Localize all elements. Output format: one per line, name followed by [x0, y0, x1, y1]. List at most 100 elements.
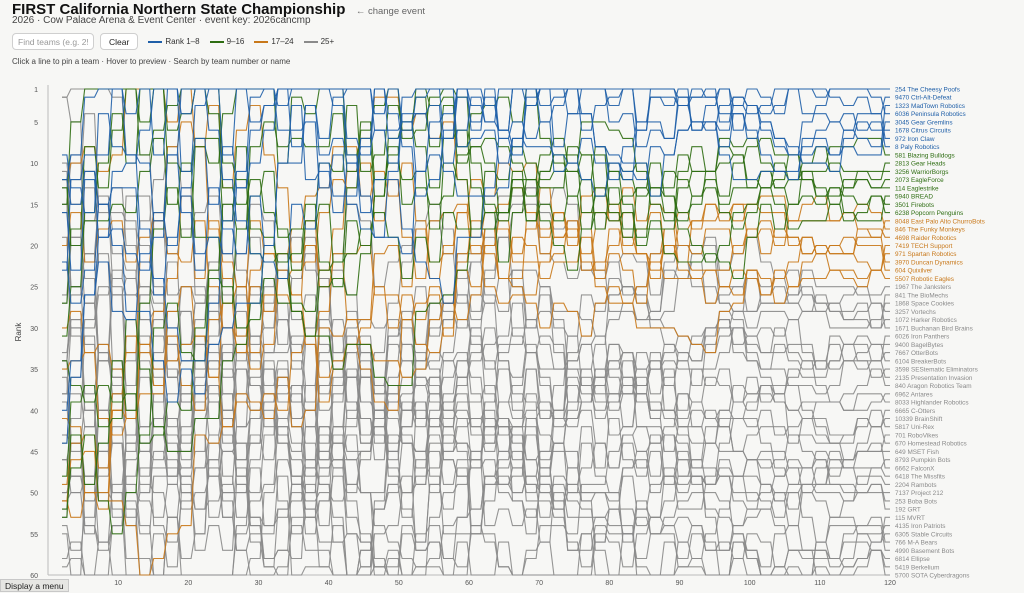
team-label-rank-30[interactable]: 1671 Buchanan Bird Brains [895, 325, 973, 332]
team-label-rank-24[interactable]: 5507 Robotic Eagles [895, 276, 954, 283]
team-label-rank-19[interactable]: 4698 Raider Robotics [895, 235, 956, 242]
x-tick-label: 30 [255, 580, 263, 587]
team-label-rank-32[interactable]: 9400 BagelBytes [895, 342, 943, 349]
series-line-rank-12[interactable] [62, 121, 890, 477]
team-label-rank-46[interactable]: 8793 Pumpkin Bots [895, 457, 950, 464]
series-line-rank-1[interactable] [62, 88, 890, 296]
series-line-rank-27[interactable] [62, 203, 890, 444]
series-line-rank-44[interactable] [62, 244, 890, 568]
series-line-rank-7[interactable] [62, 88, 890, 444]
team-label-rank-6[interactable]: 1678 Citrus Circuits [895, 128, 951, 135]
team-label-rank-3[interactable]: 1323 MadTown Robotics [895, 103, 965, 110]
team-label-rank-34[interactable]: 6104 BreakerBots [895, 358, 946, 365]
series-line-rank-3[interactable] [62, 88, 890, 411]
series-line-rank-50[interactable] [62, 319, 890, 576]
team-label-rank-22[interactable]: 3970 Duncan Dynamics [895, 259, 963, 266]
team-label-rank-57[interactable]: 4990 Basement Bots [895, 548, 954, 555]
change-event-link[interactable]: ← change event [355, 6, 425, 17]
team-label-rank-52[interactable]: 192 GRT [895, 507, 921, 514]
team-label-rank-45[interactable]: 649 MSET Fish [895, 449, 939, 456]
team-label-rank-43[interactable]: 701 RoboVikes [895, 432, 938, 439]
team-label-rank-51[interactable]: 253 Boba Bots [895, 498, 937, 505]
team-label-rank-9[interactable]: 581 Blazing Bulldogs [895, 152, 955, 159]
team-label-rank-7[interactable]: 972 Iron Claw [895, 136, 935, 143]
series-line-rank-23[interactable] [62, 162, 890, 370]
team-label-rank-23[interactable]: 604 Quixilver [895, 268, 933, 275]
team-label-rank-36[interactable]: 2135 Presentation Invasion [895, 375, 973, 382]
series-line-rank-4[interactable] [62, 88, 890, 271]
team-label-rank-25[interactable]: 1967 The Janksters [895, 284, 951, 291]
team-label-rank-39[interactable]: 8033 Highlander Robotics [895, 400, 969, 407]
team-label-rank-60[interactable]: 5700 SOTA Cyberdragons [895, 573, 969, 580]
series-line-rank-31[interactable] [62, 236, 890, 494]
team-search-input[interactable] [12, 33, 94, 50]
clear-button[interactable]: Clear [100, 33, 139, 50]
team-label-rank-53[interactable]: 115 MVRT [895, 515, 925, 522]
series-line-rank-48[interactable] [62, 327, 890, 576]
series-line-rank-60[interactable] [62, 434, 890, 576]
series-line-rank-11[interactable] [62, 113, 890, 444]
team-label-rank-41[interactable]: 10339 BrainShift [895, 416, 942, 423]
team-label-rank-38[interactable]: 6962 Antares [895, 391, 933, 398]
series-line-rank-40[interactable] [62, 269, 890, 518]
team-label-rank-27[interactable]: 1868 Space Cookies [895, 301, 954, 308]
series-line-rank-36[interactable] [62, 179, 890, 551]
team-label-rank-42[interactable]: 5817 Uni-Rex [895, 424, 935, 431]
team-label-rank-1[interactable]: 254 The Cheesy Poofs [895, 87, 960, 94]
series-line-rank-55[interactable] [62, 319, 890, 576]
team-label-rank-2[interactable]: 9470 Ctrl-Alt-Defeat [895, 95, 952, 102]
team-label-rank-13[interactable]: 114 Eaglestrike [895, 185, 939, 192]
team-label-rank-55[interactable]: 6305 Stable Circuits [895, 531, 952, 538]
series-line-rank-39[interactable] [62, 269, 890, 461]
team-label-rank-28[interactable]: 3257 Vortechs [895, 309, 936, 316]
series-line-rank-29[interactable] [62, 203, 890, 444]
team-label-rank-40[interactable]: 6665 C-Otters [895, 408, 935, 415]
team-label-rank-47[interactable]: 6662 FalconX [895, 465, 935, 472]
series-line-rank-37[interactable] [62, 352, 890, 576]
series-line-rank-33[interactable] [62, 310, 890, 518]
team-label-rank-4[interactable]: 6036 Peninsula Robotics [895, 111, 966, 118]
series-line-rank-2[interactable] [62, 88, 890, 280]
team-label-rank-33[interactable]: 7667 OtterBots [895, 350, 938, 357]
team-label-rank-54[interactable]: 4135 Iron Patriots [895, 523, 945, 530]
team-label-rank-14[interactable]: 5940 BREAD [895, 194, 933, 201]
team-label-rank-21[interactable]: 971 Spartan Robotics [895, 251, 956, 258]
team-label-rank-31[interactable]: 6026 Iron Panthers [895, 334, 949, 341]
team-label-rank-18[interactable]: 846 The Funky Monkeys [895, 227, 965, 234]
team-label-rank-16[interactable]: 6238 Popcorn Penguins [895, 210, 963, 217]
series-line-rank-49[interactable] [62, 170, 890, 576]
team-label-rank-8[interactable]: 8 Paly Robotics [895, 144, 939, 151]
display-menu-button[interactable]: Display a menu [0, 579, 69, 592]
team-label-rank-44[interactable]: 670 Homestead Robotics [895, 441, 967, 448]
series-line-rank-35[interactable] [62, 236, 890, 576]
team-label-rank-5[interactable]: 3045 Gear Gremlins [895, 119, 953, 126]
team-label-rank-59[interactable]: 5419 Berkelium [895, 564, 939, 571]
team-label-rank-11[interactable]: 3256 WarriorBorgs [895, 169, 948, 176]
series-line-rank-38[interactable] [62, 88, 890, 485]
series-line-rank-24[interactable] [62, 195, 890, 436]
team-label-rank-20[interactable]: 7419 TECH Support [895, 243, 953, 250]
team-label-rank-50[interactable]: 7137 Project 212 [895, 490, 944, 497]
team-label-rank-26[interactable]: 841 The BioMechs [895, 292, 948, 299]
series-line-rank-54[interactable] [62, 253, 890, 576]
team-label-rank-17[interactable]: 8048 East Palo Alto ChurroBots [895, 218, 985, 225]
team-label-rank-29[interactable]: 1072 Harker Robotics [895, 317, 957, 324]
series-line-rank-59[interactable] [62, 417, 890, 576]
series-line-rank-8[interactable] [62, 88, 890, 271]
series-line-rank-42[interactable] [62, 319, 890, 535]
team-label-rank-35[interactable]: 3598 SEStematic Eliminators [895, 367, 978, 374]
series-line-rank-17[interactable] [62, 187, 890, 518]
team-label-rank-12[interactable]: 2073 EagleForce [895, 177, 944, 184]
team-label-rank-49[interactable]: 2204 Rambots [895, 482, 937, 489]
series-line-rank-58[interactable] [62, 162, 890, 576]
series-line-rank-21[interactable] [62, 187, 890, 510]
team-label-rank-37[interactable]: 840 Aragon Robotics Team [895, 383, 972, 390]
series-line-rank-45[interactable] [62, 384, 890, 576]
team-label-rank-48[interactable]: 6418 The Missfits [895, 474, 945, 481]
team-label-rank-10[interactable]: 2813 Gear Heads [895, 161, 945, 168]
team-label-rank-58[interactable]: 6814 Ellipse [895, 556, 930, 563]
team-label-rank-15[interactable]: 3501 Firebots [895, 202, 934, 209]
team-label-rank-56[interactable]: 766 M-A Bears [895, 540, 937, 547]
series-line-rank-25[interactable] [62, 195, 890, 403]
series-line-rank-56[interactable] [62, 253, 890, 576]
